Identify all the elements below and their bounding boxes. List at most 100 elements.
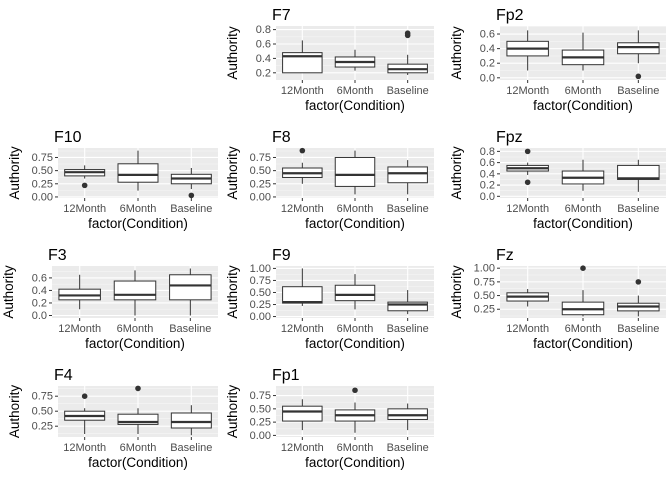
interquartile-box: [334, 284, 376, 302]
box-12month: [282, 399, 323, 431]
facet-panel-fpz: 0.00.20.40.60.8 12Month 6Month Baseline Fpz f…: [449, 129, 666, 231]
facet-panel-f7: 0.2 0.4 0.6 0.8 12Month 6Month Baseline F7 facto…: [225, 7, 434, 113]
y-tick-label: 0.25: [250, 178, 271, 190]
box-6month: [561, 159, 605, 191]
box-baseline: [170, 168, 212, 199]
y-tick-label: 0.50: [32, 165, 53, 177]
x-tick-label: 6Month: [565, 323, 602, 335]
x-tick-label: Baseline: [617, 323, 659, 335]
y-tick-label: 0.50: [250, 165, 271, 177]
x-tick-label: Baseline: [617, 203, 659, 215]
box-baseline: [387, 30, 428, 75]
y-axis-title: Authority: [449, 26, 464, 80]
box-12month: [506, 30, 549, 71]
facet-title: F10: [54, 129, 82, 146]
x-axis-title: factor(Condition): [533, 98, 633, 113]
x-axis-title: factor(Condition): [305, 98, 405, 113]
box-12month: [64, 393, 106, 434]
x-tick-label: 6Month: [117, 323, 154, 335]
y-tick-label: 0.75: [32, 152, 53, 164]
y-tick-label: 0.50: [250, 403, 271, 415]
y-tick-label: 0.00: [32, 191, 53, 203]
y-tick-label: 0.75: [474, 276, 495, 288]
y-tick-label: 0.2: [480, 58, 495, 70]
y-tick-label: 0.0: [480, 72, 495, 84]
box-12month: [506, 148, 549, 186]
box-6month: [561, 32, 605, 71]
x-tick-label: 6Month: [120, 442, 157, 454]
interquartile-box: [282, 405, 323, 422]
y-axis-title: Authority: [449, 265, 464, 319]
y-tick-label: 1.00: [474, 263, 495, 275]
y-tick-label: 0.25: [32, 421, 53, 433]
box-baseline: [387, 290, 428, 315]
x-tick-label: 12Month: [63, 203, 106, 215]
y-axis-title: Authority: [225, 146, 240, 200]
x-axis-title: factor(Condition): [533, 216, 633, 231]
x-tick-label: 6Month: [120, 203, 157, 215]
outlier-point: [404, 30, 411, 36]
interquartile-box: [282, 52, 323, 74]
y-tick-label: 0.00: [250, 311, 271, 323]
interquartile-box: [282, 286, 323, 304]
y-tick-label: 0.0: [480, 191, 495, 203]
x-axis-title: factor(Condition): [85, 336, 185, 351]
y-tick-label: 0.8: [480, 146, 495, 158]
y-tick-label: 0.0: [32, 310, 47, 322]
y-tick-label: 0.25: [250, 417, 271, 429]
facet-title: Fp2: [496, 7, 524, 24]
x-tick-label: 6Month: [337, 323, 374, 335]
y-axis-title: Authority: [7, 385, 22, 439]
x-tick-label: Baseline: [169, 323, 211, 335]
y-tick-label: 0.75: [250, 390, 271, 402]
facet-title: Fp1: [272, 367, 300, 384]
interquartile-box: [117, 413, 159, 425]
y-tick-label: 0.2: [32, 297, 47, 309]
x-tick-label: Baseline: [387, 442, 429, 454]
box-12month: [64, 165, 106, 189]
x-tick-label: 12Month: [281, 203, 324, 215]
x-tick-label: 6Month: [565, 85, 602, 97]
x-tick-label: 12Month: [506, 203, 549, 215]
outlier-point: [635, 73, 642, 80]
x-tick-label: Baseline: [617, 85, 659, 97]
box-baseline: [170, 405, 212, 436]
y-tick-label: 0.75: [32, 391, 53, 403]
box-12month: [282, 268, 323, 306]
box-12month: [506, 288, 549, 307]
box-12month: [282, 40, 323, 74]
box-baseline: [617, 159, 660, 192]
facet-panel-f3: 0.00.20.40.6 12Month 6Month Baseline F3 facto…: [1, 247, 218, 351]
y-tick-label: 0.25: [474, 304, 495, 316]
x-axis-title: factor(Condition): [88, 216, 188, 231]
y-tick-label: 0.2: [480, 180, 495, 192]
y-tick-label: 0.50: [474, 290, 495, 302]
y-tick-label: 0.25: [32, 178, 53, 190]
outlier-point: [524, 179, 531, 186]
x-tick-label: 6Month: [337, 203, 374, 215]
y-tick-label: 0.2: [256, 67, 271, 79]
x-tick-label: Baseline: [387, 85, 429, 97]
box-6month: [334, 387, 376, 433]
facet-title: F8: [272, 129, 291, 146]
facet-panel-fz: 0.25 0.50 0.751.00 12Month 6Month Baseline Fz f…: [449, 247, 666, 351]
y-tick-label: 0.4: [256, 53, 271, 65]
outlier-point: [524, 148, 531, 155]
box-6month: [117, 150, 159, 191]
interquartile-box: [617, 164, 660, 180]
outlier-point: [352, 387, 358, 394]
y-tick-label: 0.6: [32, 272, 47, 284]
x-axis-title: factor(Condition): [88, 455, 188, 470]
facet-panel-fp2: 0.0 0.2 0.4 0.6 12Month 6Month Baseline Fp2 fact…: [449, 7, 666, 113]
interquartile-box: [387, 166, 428, 184]
x-tick-label: 12Month: [281, 323, 324, 335]
x-tick-label: Baseline: [387, 203, 429, 215]
facet-panel-f9: 0.000.250.500.751.00 12Month 6Month Baselin…: [225, 247, 434, 351]
y-axis-title: Authority: [225, 265, 240, 319]
y-tick-label: 0.8: [256, 24, 271, 36]
y-tick-label: 0.00: [250, 430, 271, 442]
x-axis-title: factor(Condition): [305, 336, 405, 351]
y-tick-label: 0.6: [480, 29, 495, 41]
interquartile-box: [170, 412, 212, 429]
y-tick-label: 0.75: [250, 275, 271, 287]
